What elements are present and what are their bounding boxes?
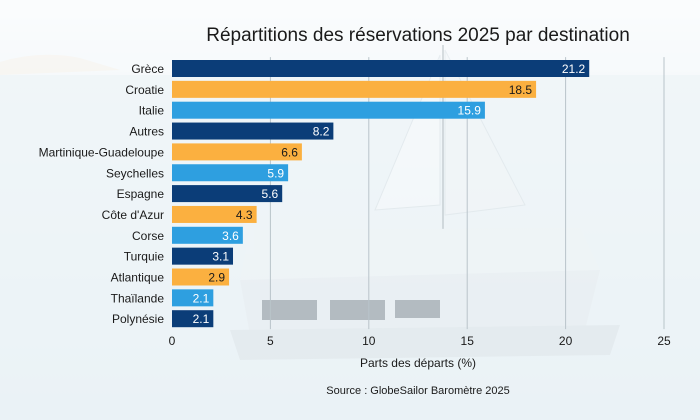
chart-title: Répartitions des réservations 2025 par d… xyxy=(206,25,630,46)
bar xyxy=(172,122,334,140)
data-label: 2.1 xyxy=(193,312,210,326)
data-label: 3.6 xyxy=(222,229,239,243)
category-label: Turquie xyxy=(124,250,165,264)
gridlines xyxy=(269,57,665,330)
value-labels: 21.2 18.5 15.9 8.2 6.6 5.9 5.6 4.3 3.6 3.1 2.9 2.1 2… xyxy=(193,62,586,326)
category-label: Espagne xyxy=(117,187,165,201)
bar xyxy=(172,101,485,119)
category-label: Italie xyxy=(139,104,165,118)
bar xyxy=(172,310,214,328)
bars xyxy=(172,60,590,328)
bar xyxy=(172,80,537,98)
bar xyxy=(172,143,302,161)
x-tick-labels: 0 5 10 15 20 25 xyxy=(169,334,671,348)
x-axis-label: Parts des départs (%) xyxy=(360,356,476,370)
category-label: Martinique-Guadeloupe xyxy=(39,145,165,159)
bar xyxy=(172,60,590,77)
data-label: 2.1 xyxy=(193,291,210,305)
category-label: Corse xyxy=(132,229,164,243)
bar xyxy=(172,289,214,307)
data-label: 6.6 xyxy=(281,145,298,159)
category-label: Atlantique xyxy=(111,271,165,285)
category-label: Thaïlande xyxy=(111,291,165,305)
x-tick-label: 25 xyxy=(657,334,671,348)
bar xyxy=(172,164,289,182)
x-tick-label: 20 xyxy=(559,334,573,348)
bar xyxy=(172,268,230,286)
x-tick-label: 0 xyxy=(169,334,176,348)
bar xyxy=(172,247,234,265)
data-label: 5.9 xyxy=(267,166,284,180)
category-label: Polynésie xyxy=(112,312,164,326)
data-label: 18.5 xyxy=(509,83,533,97)
x-tick-label: 15 xyxy=(461,334,475,348)
data-label: 5.6 xyxy=(262,187,279,201)
category-label: Autres xyxy=(129,125,164,139)
x-tick-label: 5 xyxy=(267,334,274,348)
source-note: Source : GlobeSailor Baromètre 2025 xyxy=(326,385,509,397)
data-label: 3.1 xyxy=(212,250,229,264)
bar xyxy=(172,205,257,223)
data-label: 4.3 xyxy=(236,208,253,222)
category-label: Seychelles xyxy=(106,166,164,180)
category-label: Croatie xyxy=(125,83,164,97)
data-label: 2.9 xyxy=(208,271,225,285)
data-label: 21.2 xyxy=(562,62,586,76)
data-label: 15.9 xyxy=(458,104,482,118)
x-tick-label: 10 xyxy=(362,334,376,348)
data-label: 8.2 xyxy=(313,125,330,139)
category-label: Côte d'Azur xyxy=(102,208,164,222)
bar xyxy=(172,185,283,203)
bar xyxy=(172,226,243,244)
category-label: Grèce xyxy=(131,62,164,76)
category-labels: Grèce Croatie Italie Autres Martinique-Guade… xyxy=(39,62,165,326)
